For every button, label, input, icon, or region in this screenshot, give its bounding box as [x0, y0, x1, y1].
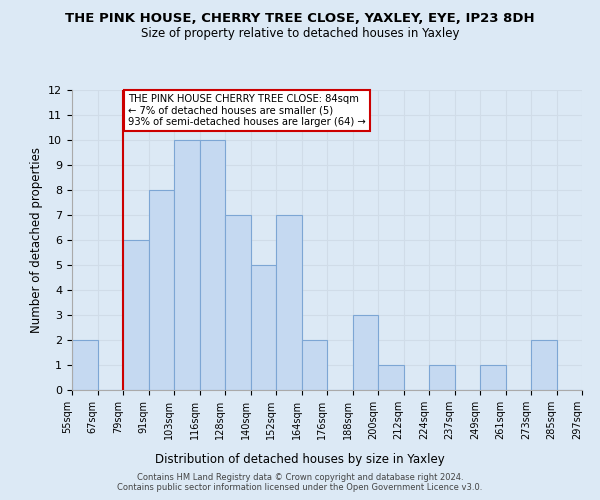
Text: Distribution of detached houses by size in Yaxley: Distribution of detached houses by size …: [155, 452, 445, 466]
Text: THE PINK HOUSE CHERRY TREE CLOSE: 84sqm
← 7% of detached houses are smaller (5)
: THE PINK HOUSE CHERRY TREE CLOSE: 84sqm …: [128, 94, 366, 127]
Bar: [199, 140, 225, 390]
Bar: [480, 365, 505, 390]
Bar: [276, 215, 302, 390]
Text: THE PINK HOUSE, CHERRY TREE CLOSE, YAXLEY, EYE, IP23 8DH: THE PINK HOUSE, CHERRY TREE CLOSE, YAXLE…: [65, 12, 535, 26]
Bar: [251, 265, 276, 390]
Bar: [72, 340, 97, 390]
Bar: [225, 215, 251, 390]
Bar: [149, 190, 174, 390]
Bar: [302, 340, 327, 390]
Bar: [123, 240, 149, 390]
Bar: [174, 140, 199, 390]
Text: Size of property relative to detached houses in Yaxley: Size of property relative to detached ho…: [141, 28, 459, 40]
Bar: [353, 315, 378, 390]
Y-axis label: Number of detached properties: Number of detached properties: [29, 147, 43, 333]
Text: Contains HM Land Registry data © Crown copyright and database right 2024.
Contai: Contains HM Land Registry data © Crown c…: [118, 473, 482, 492]
Bar: [429, 365, 455, 390]
Bar: [531, 340, 557, 390]
Bar: [378, 365, 404, 390]
